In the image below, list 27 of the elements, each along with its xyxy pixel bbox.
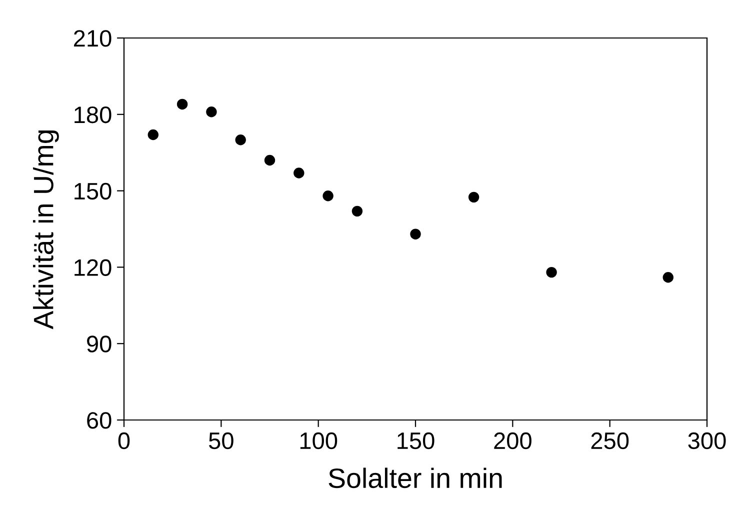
- y-tick-label: 180: [74, 106, 112, 124]
- point: [662, 272, 674, 283]
- x-tick-label: 250: [591, 432, 629, 450]
- point: [235, 134, 246, 146]
- point: [264, 154, 276, 166]
- x-tick-label: 50: [208, 432, 234, 450]
- point: [206, 106, 217, 118]
- point: [294, 168, 304, 178]
- point: [468, 192, 480, 203]
- x-axis-title: Solalter in min: [328, 468, 502, 488]
- point: [322, 190, 334, 202]
- x-tick-label: 300: [688, 432, 726, 450]
- point: [410, 228, 421, 240]
- point: [546, 266, 557, 278]
- y-tick-label: 60: [87, 412, 112, 429]
- point: [148, 129, 159, 140]
- x-tick-label: 0: [118, 432, 130, 450]
- point: [176, 98, 188, 110]
- y-tick-label: 120: [74, 259, 112, 276]
- y-tick-label: 90: [87, 336, 112, 352]
- y-axis-title: Aktivität in U/mg: [33, 130, 59, 330]
- point: [352, 206, 363, 217]
- y-tick-label: 150: [74, 182, 112, 200]
- x-tick-label: 150: [398, 432, 434, 450]
- y-tick-label: 210: [74, 30, 112, 47]
- x-tick-label: 200: [494, 432, 532, 450]
- x-tick-label: 100: [300, 432, 338, 450]
